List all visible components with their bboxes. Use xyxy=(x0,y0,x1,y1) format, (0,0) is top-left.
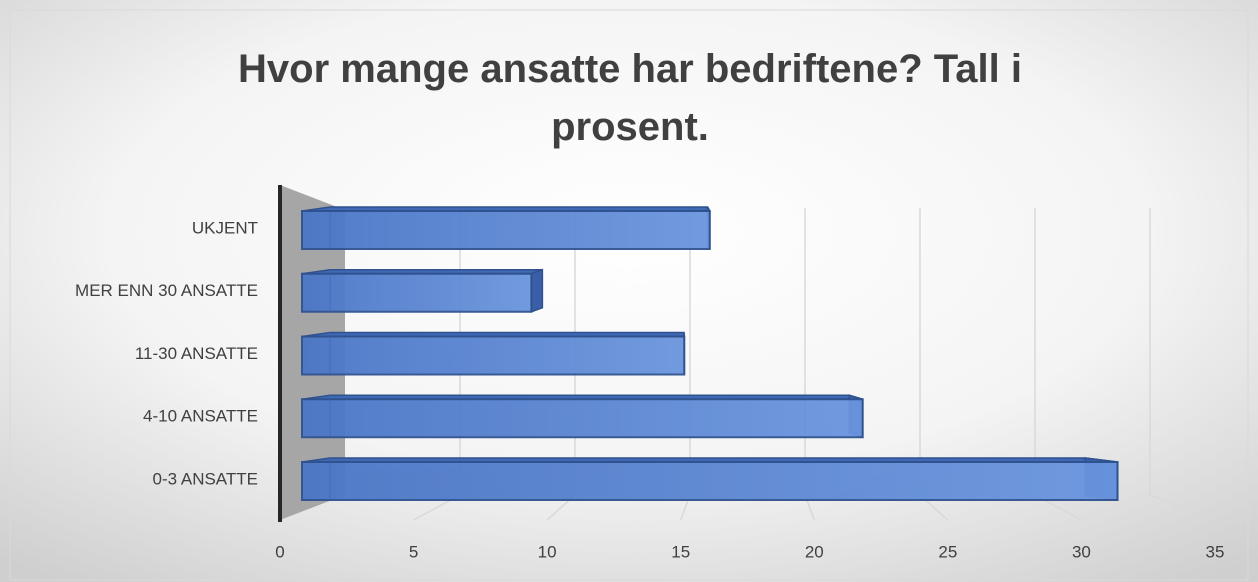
x-tick-label: 25 xyxy=(938,542,957,561)
y-tick-label: 0-3 ANSATTE xyxy=(153,469,259,488)
x-tick-label: 15 xyxy=(671,542,690,561)
grid-line xyxy=(1149,208,1216,521)
x-tick-label: 10 xyxy=(538,542,557,561)
x-tick-label: 0 xyxy=(275,542,284,561)
chart-title: Hvor mange ansatte har bedriftene? Tall … xyxy=(238,47,1022,149)
x-tick-label: 5 xyxy=(409,542,418,561)
y-tick-label: 4-10 ANSATTE xyxy=(143,407,258,426)
bar xyxy=(301,398,864,439)
frame xyxy=(9,9,1249,581)
y-tick-label: 11-30 ANSATTE xyxy=(135,344,258,363)
bar xyxy=(301,210,711,250)
bar xyxy=(301,335,686,376)
bar-end xyxy=(530,268,544,313)
bar xyxy=(301,461,1119,501)
y-tick-label: UKJENT xyxy=(192,218,258,237)
x-tick-label: 30 xyxy=(1072,542,1091,561)
x-tick-label: 35 xyxy=(1206,542,1225,561)
x-tick-label: 20 xyxy=(805,542,824,561)
bar xyxy=(301,272,533,313)
y-tick-label: MER ENN 30 ANSATTE xyxy=(75,281,258,300)
